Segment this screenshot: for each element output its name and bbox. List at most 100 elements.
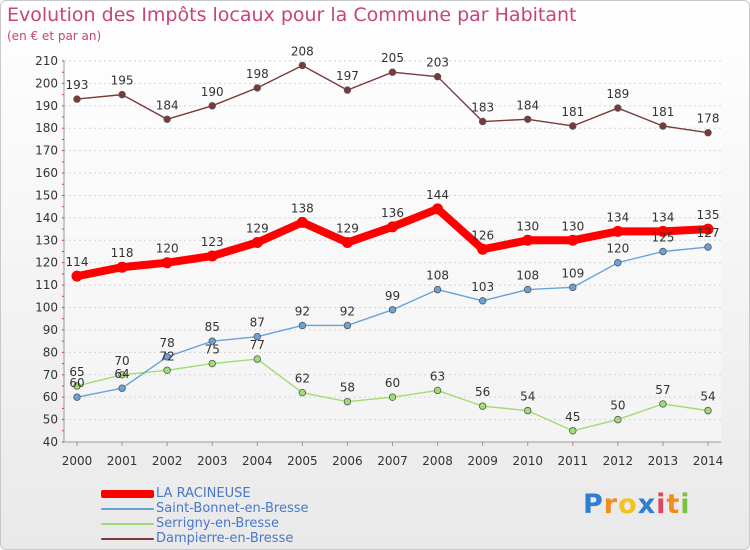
data-point-2: [118, 371, 126, 379]
y-tick-label: 180: [35, 121, 58, 135]
data-label: 64: [114, 367, 129, 381]
y-tick-label: 80: [43, 345, 58, 359]
legend-item: LA RACINEUSE: [101, 486, 361, 502]
x-tick-label: 2014: [693, 454, 724, 468]
data-point-0: [657, 225, 669, 237]
data-point-3: [208, 102, 216, 110]
data-point-1: [704, 243, 712, 251]
data-point-0: [296, 216, 308, 228]
logo-letter: t: [666, 489, 681, 520]
data-point-2: [704, 406, 712, 415]
data-point-0: [387, 221, 398, 233]
data-label: 58: [340, 381, 355, 395]
y-tick-label: 170: [35, 144, 58, 158]
data-point-2: [569, 427, 577, 435]
y-tick-label: 190: [35, 99, 58, 113]
data-label: 184: [156, 98, 179, 112]
logo-letter: x: [637, 489, 657, 520]
data-label: 57: [655, 383, 670, 397]
data-point-0: [161, 257, 173, 269]
data-label: 184: [516, 98, 539, 112]
data-point-2: [433, 386, 442, 395]
data-point-0: [251, 237, 263, 249]
data-point-3: [614, 104, 622, 112]
logo-letter: i: [656, 489, 667, 520]
data-label: 60: [69, 376, 84, 390]
data-label: 92: [295, 304, 310, 318]
x-tick-label: 2003: [197, 454, 228, 468]
data-point-3: [524, 115, 532, 123]
data-point-0: [206, 250, 218, 262]
data-point-1: [569, 283, 577, 292]
data-point-1: [208, 337, 216, 345]
data-point-1: [659, 247, 667, 256]
data-point-1: [614, 259, 622, 267]
data-label: 92: [340, 304, 355, 318]
data-point-2: [388, 393, 397, 401]
data-label: 120: [606, 242, 629, 256]
data-label: 205: [381, 51, 404, 65]
y-tick-label: 160: [35, 166, 58, 180]
legend-label: LA RACINEUSE: [156, 486, 251, 501]
data-point-1: [163, 353, 171, 361]
x-tick-label: 2001: [107, 454, 138, 468]
data-label: 72: [160, 349, 175, 363]
data-point-2: [163, 366, 171, 374]
data-point-3: [569, 122, 577, 130]
data-point-1: [73, 393, 81, 401]
data-point-2: [659, 400, 667, 408]
y-tick-label: 150: [35, 188, 58, 202]
chart-title: Evolution des Impôts locaux pour la Comm…: [7, 4, 577, 26]
data-label: 126: [471, 228, 494, 242]
plot-area: [64, 61, 721, 442]
data-point-0: [612, 225, 624, 237]
data-point-3: [343, 86, 352, 94]
data-label: 190: [201, 85, 224, 99]
data-label: 197: [336, 69, 359, 83]
data-label: 109: [561, 266, 584, 280]
data-label: 85: [205, 320, 220, 334]
data-point-3: [659, 122, 667, 130]
x-tick-label: 2005: [287, 454, 318, 468]
legend-swatch: [101, 523, 154, 525]
x-tick-label: 2000: [62, 454, 93, 468]
data-label: 127: [697, 226, 720, 240]
data-point-2: [208, 359, 216, 368]
y-tick-label: 210: [35, 54, 58, 68]
data-label: 65: [69, 365, 84, 379]
x-tick-label: 2011: [558, 454, 589, 468]
data-point-3: [73, 95, 81, 103]
data-point-3: [163, 115, 171, 123]
data-label: 195: [111, 74, 134, 88]
x-tick-label: 2004: [242, 454, 273, 468]
legend-item: Serrigny-en-Bresse: [101, 516, 361, 532]
data-label: 50: [610, 399, 625, 413]
data-label: 75: [205, 343, 220, 357]
legend-swatch: [101, 508, 154, 510]
data-label: 144: [426, 188, 449, 202]
data-label: 130: [561, 219, 584, 233]
data-label: 130: [516, 219, 539, 233]
data-point-2: [478, 402, 487, 410]
y-tick-label: 40: [43, 435, 58, 449]
data-label: 181: [651, 105, 674, 119]
legend-swatch: [101, 490, 154, 498]
data-label: 120: [156, 242, 179, 256]
data-point-2: [524, 406, 532, 415]
x-tick-label: 2008: [422, 454, 453, 468]
data-label: 118: [111, 246, 134, 260]
data-point-3: [478, 117, 487, 126]
data-point-0: [71, 270, 83, 282]
y-tick-label: 60: [43, 390, 58, 404]
data-label: 138: [291, 201, 314, 215]
data-label: 125: [651, 231, 674, 245]
data-label: 129: [246, 222, 269, 236]
data-label: 178: [697, 112, 720, 126]
data-point-1: [524, 285, 532, 294]
data-point-3: [253, 84, 261, 92]
data-label: 134: [651, 210, 674, 224]
x-tick-label: 2006: [332, 454, 363, 468]
data-point-3: [298, 61, 307, 70]
data-label: 129: [336, 222, 359, 236]
